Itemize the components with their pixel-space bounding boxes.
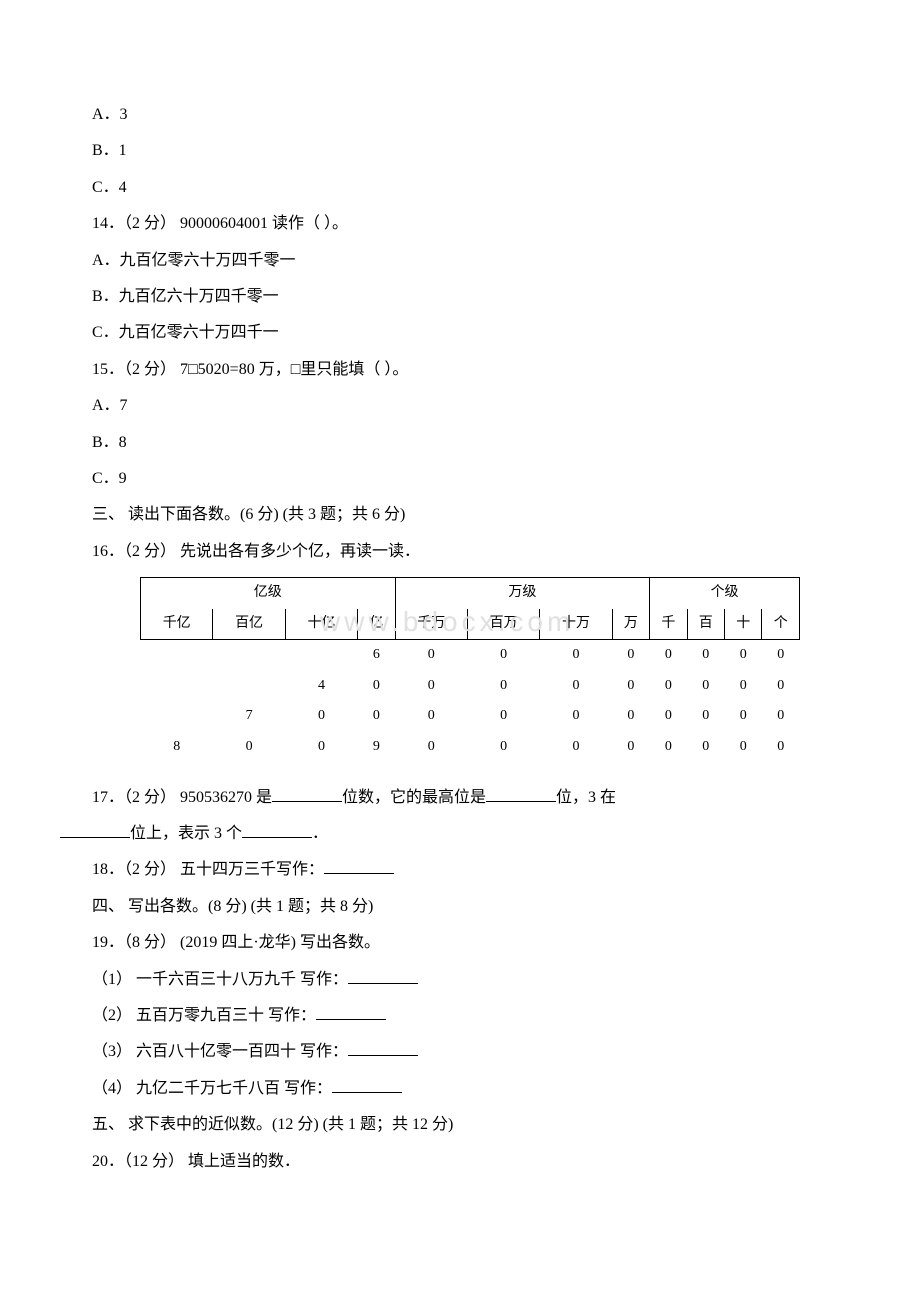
table-row: 7 0 0 0 0 0 0 0 0 0 0 bbox=[141, 701, 800, 732]
blank-input[interactable] bbox=[272, 784, 342, 802]
col-shiyi: 十亿 bbox=[285, 609, 357, 640]
blank-input[interactable] bbox=[332, 1075, 402, 1093]
q20-stem: 20．（12 分） 填上适当的数． bbox=[60, 1147, 860, 1177]
q15-option-b: B．8 bbox=[60, 428, 860, 458]
q17-line2: 位上，表示 3 个 ． bbox=[60, 819, 860, 849]
q16-stem: 16．（2 分） 先说出各有多少个亿，再读一读． bbox=[60, 537, 860, 567]
q19-s4: （4） 九亿二千万七千八百 写作： bbox=[92, 1080, 332, 1097]
place-value-table: www.bdocx.com 亿级 万级 个级 千亿 百亿 十亿 亿 千万 百万 … bbox=[140, 577, 860, 763]
q17-p3: 位，3 在 bbox=[556, 789, 616, 806]
table-row: 8 0 0 9 0 0 0 0 0 0 0 0 bbox=[141, 732, 800, 763]
q19-stem: 19．（8 分） (2019 四上·龙华) 写出各数。 bbox=[60, 928, 860, 958]
q17-line1: 17．（2 分） 950536270 是 位数，它的最高位是 位，3 在 bbox=[60, 783, 860, 813]
table-row: 4 0 0 0 0 0 0 0 0 0 bbox=[141, 671, 800, 702]
q19-s2: （2） 五百万零九百三十 写作： bbox=[92, 1007, 316, 1024]
q17-p1: 17．（2 分） 950536270 是 bbox=[92, 789, 272, 806]
q19-sub2: （2） 五百万零九百三十 写作： bbox=[60, 1001, 860, 1031]
col-wan: 万 bbox=[612, 609, 649, 640]
col-qianyi: 千亿 bbox=[141, 609, 213, 640]
col-yi: 亿 bbox=[358, 609, 395, 640]
col-qian: 千 bbox=[650, 609, 687, 640]
q14-stem: 14．（2 分） 90000604001 读作（ ）。 bbox=[60, 209, 860, 239]
section4-heading: 四、 写出各数。(8 分) (共 1 题；共 8 分) bbox=[60, 892, 860, 922]
blank-input[interactable] bbox=[242, 820, 312, 838]
q19-sub3: （3） 六百八十亿零一百四十 写作： bbox=[60, 1037, 860, 1067]
group-wan: 万级 bbox=[395, 578, 650, 609]
q19-sub1: （1） 一千六百三十八万九千 写作： bbox=[60, 965, 860, 995]
section5-heading: 五、 求下表中的近似数。(12 分) (共 1 题；共 12 分) bbox=[60, 1110, 860, 1140]
q19-s3: （3） 六百八十亿零一百四十 写作： bbox=[92, 1043, 348, 1060]
blank-input[interactable] bbox=[486, 784, 556, 802]
q13-option-b: B．1 bbox=[60, 136, 860, 166]
q18-p1: 18．（2 分） 五十四万三千写作： bbox=[92, 861, 324, 878]
section3-heading: 三、 读出下面各数。(6 分) (共 3 题；共 6 分) bbox=[60, 500, 860, 530]
blank-input[interactable] bbox=[348, 1038, 418, 1056]
group-yi: 亿级 bbox=[141, 578, 396, 609]
q17-p4: 位上，表示 3 个 bbox=[130, 825, 242, 842]
col-baiyi: 百亿 bbox=[213, 609, 285, 640]
group-ge: 个级 bbox=[650, 578, 800, 609]
blank-input[interactable] bbox=[348, 966, 418, 984]
col-baiwan: 百万 bbox=[467, 609, 539, 640]
q13-option-a: A．3 bbox=[60, 100, 860, 130]
q14-option-c: C．九百亿零六十万四千一 bbox=[60, 318, 860, 348]
q15-option-c: C．9 bbox=[60, 464, 860, 494]
table-header-row: 千亿 百亿 十亿 亿 千万 百万 十万 万 千 百 十 个 bbox=[141, 609, 800, 640]
q14-option-b: B．九百亿六十万四千零一 bbox=[60, 282, 860, 312]
blank-input[interactable] bbox=[316, 1002, 386, 1020]
blank-input[interactable] bbox=[60, 820, 130, 838]
q14-option-a: A．九百亿零六十万四千零一 bbox=[60, 246, 860, 276]
col-shiwan: 十万 bbox=[540, 609, 612, 640]
table-group-row: 亿级 万级 个级 bbox=[141, 578, 800, 609]
col-bai: 百 bbox=[687, 609, 724, 640]
col-ge: 个 bbox=[762, 609, 800, 640]
blank-input[interactable] bbox=[324, 856, 394, 874]
col-shi: 十 bbox=[725, 609, 762, 640]
q15-stem: 15．（2 分） 7□5020=80 万，□里只能填（ ）。 bbox=[60, 355, 860, 385]
table-row: 6 0 0 0 0 0 0 0 0 bbox=[141, 640, 800, 671]
q19-s1: （1） 一千六百三十八万九千 写作： bbox=[92, 971, 348, 988]
q19-sub4: （4） 九亿二千万七千八百 写作： bbox=[60, 1074, 860, 1104]
q15-option-a: A．7 bbox=[60, 391, 860, 421]
col-qianwan: 千万 bbox=[395, 609, 467, 640]
q17-p5: ． bbox=[312, 825, 328, 842]
q13-option-c: C．4 bbox=[60, 173, 860, 203]
q17-p2: 位数，它的最高位是 bbox=[342, 789, 486, 806]
q18: 18．（2 分） 五十四万三千写作： bbox=[60, 855, 860, 885]
